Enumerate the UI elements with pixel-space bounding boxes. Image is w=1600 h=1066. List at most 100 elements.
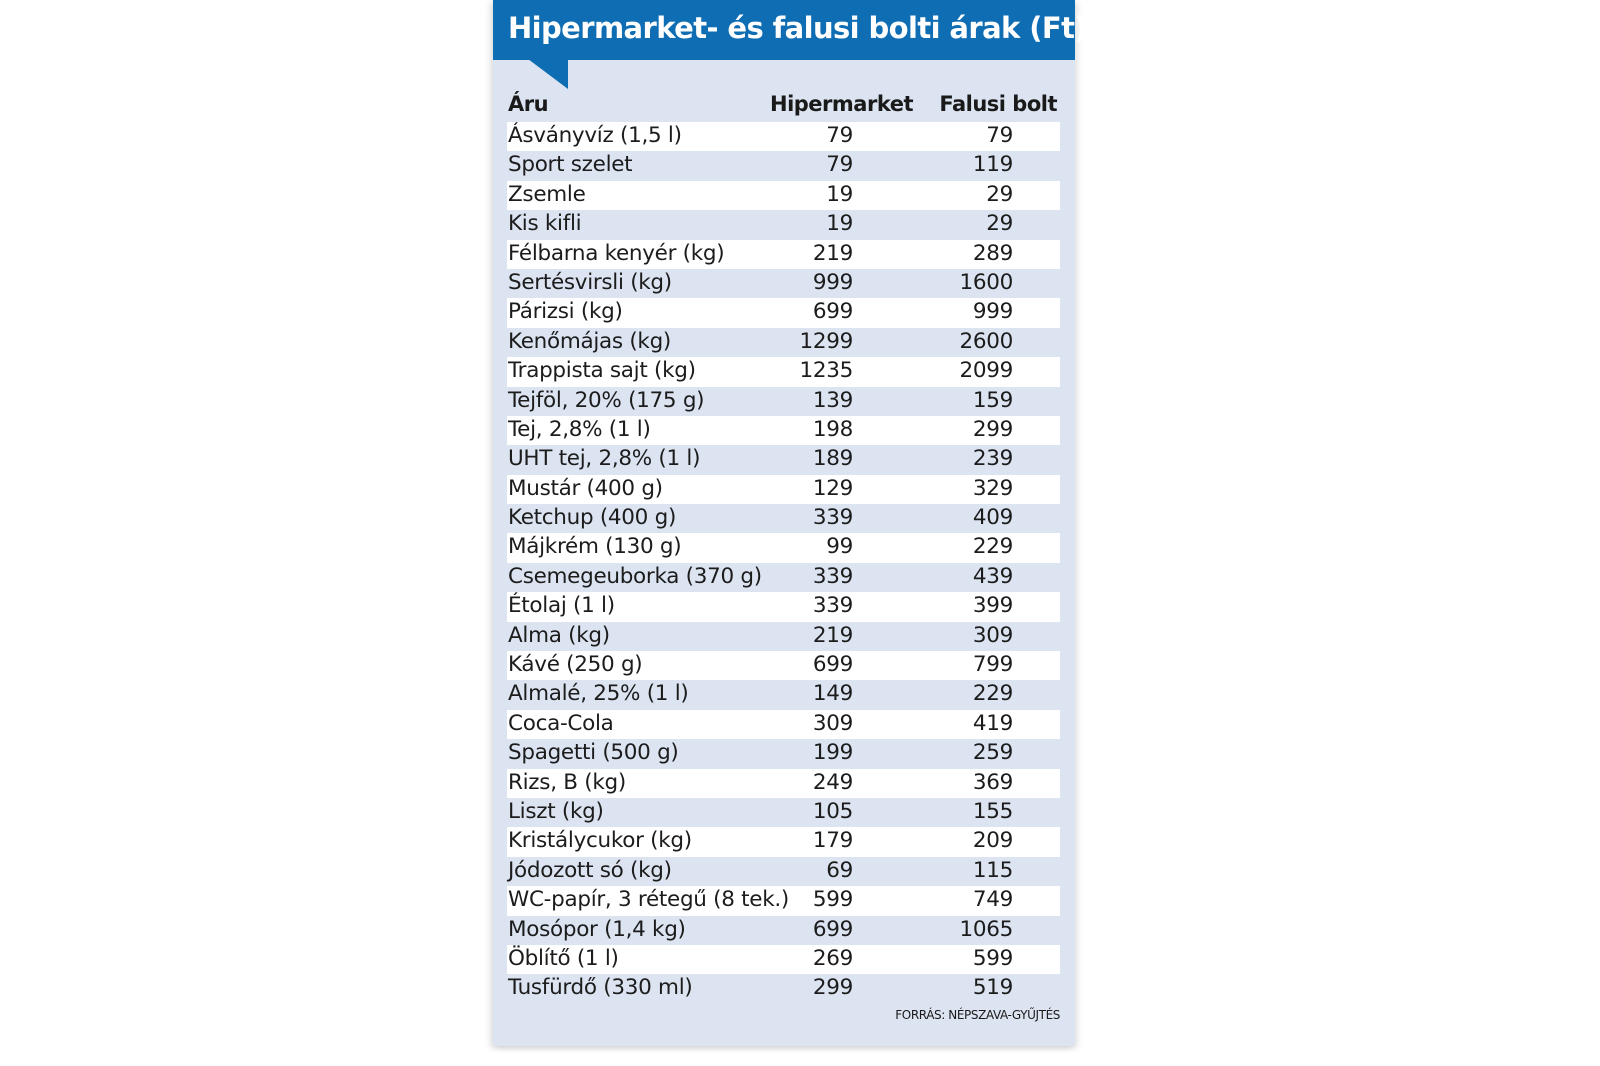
table-row: Kis kifli 19 29: [507, 210, 1060, 239]
item-name: Sertésvirsli (kg): [508, 269, 672, 295]
table-row: Öblítő (1 l) 269 599: [507, 944, 1060, 975]
column-headers: Áru Hipermarket Falusi bolt: [493, 90, 1075, 120]
falusi-price: 369: [972, 769, 1013, 795]
hipermarket-price: 199: [812, 740, 853, 766]
item-name: Kávé (250 g): [508, 652, 643, 678]
falusi-price: 29: [986, 181, 1013, 207]
table-row: UHT tej, 2,8% (1 l) 189 239: [507, 445, 1060, 474]
hipermarket-price: 1299: [799, 328, 853, 354]
column-header-hipermarket: Hipermarket: [770, 92, 914, 116]
table-row: Kenőmájas (kg) 1299 2600: [507, 328, 1060, 357]
hipermarket-price: 249: [812, 769, 853, 795]
hipermarket-price: 599: [812, 887, 853, 913]
hipermarket-price: 19: [826, 211, 853, 237]
hipermarket-price: 339: [812, 593, 853, 619]
falusi-price: 115: [972, 857, 1013, 883]
table-row: Almalé, 25% (1 l) 149 229: [507, 680, 1060, 709]
item-name: Kenőmájas (kg): [508, 328, 672, 354]
table-row: Tej, 2,8% (1 l) 198 299: [507, 415, 1060, 446]
table-row: Félbarna kenyér (kg) 219 289: [507, 239, 1060, 269]
item-name: Spagetti (500 g): [508, 740, 679, 766]
falusi-price: 439: [972, 563, 1013, 589]
source-note: FORRÁS: NÉPSZAVA-GYŰJTÉS: [895, 1008, 1060, 1022]
hipermarket-price: 105: [812, 798, 853, 824]
item-name: WC-papír, 3 rétegű (8 tek.): [508, 887, 789, 913]
hipermarket-price: 79: [826, 123, 853, 148]
table-row: Mustár (400 g) 129 329: [507, 474, 1060, 505]
table-row: Alma (kg) 219 309: [507, 622, 1060, 651]
hipermarket-price: 149: [812, 681, 853, 707]
hipermarket-price: 69: [826, 857, 853, 883]
price-table-panel: Hipermarket- és falusi bolti árak (Ft) Á…: [493, 0, 1088, 1046]
table-body: Ásványvíz (1,5 l) 79 79 Sport szelet 79 119 …: [507, 122, 1060, 1004]
table-row: Coca-Cola 309 419: [507, 709, 1060, 740]
falusi-price: 419: [972, 710, 1013, 736]
falusi-price: 159: [972, 387, 1013, 413]
item-name: Csemegeuborka (370 g): [508, 563, 762, 589]
falusi-price: 999: [972, 299, 1013, 325]
falusi-price: 289: [972, 240, 1013, 266]
table-row: Ásványvíz (1,5 l) 79 79: [507, 122, 1060, 152]
hipermarket-price: 1235: [799, 358, 853, 384]
hipermarket-price: 19: [826, 181, 853, 207]
table-row: Liszt (kg) 105 155: [507, 798, 1060, 827]
table-row: Ketchup (400 g) 339 409: [507, 504, 1060, 533]
banner-pointer-icon: [528, 59, 568, 89]
falusi-price: 1600: [959, 269, 1013, 295]
falusi-price: 239: [972, 446, 1013, 472]
item-name: Rizs, B (kg): [508, 769, 626, 795]
item-name: Étolaj (1 l): [508, 593, 615, 619]
hipermarket-price: 139: [812, 387, 853, 413]
hipermarket-price: 339: [812, 505, 853, 531]
table-row: Jódozott só (kg) 69 115: [507, 857, 1060, 886]
item-name: UHT tej, 2,8% (1 l): [508, 446, 701, 472]
hipermarket-price: 339: [812, 563, 853, 589]
hipermarket-price: 309: [812, 710, 853, 736]
hipermarket-price: 198: [812, 416, 853, 442]
item-name: Májkrém (130 g): [508, 534, 682, 560]
hipermarket-price: 999: [812, 269, 853, 295]
falusi-price: 799: [972, 652, 1013, 678]
table-row: Rizs, B (kg) 249 369: [507, 768, 1060, 798]
falusi-price: 155: [972, 798, 1013, 824]
falusi-price: 749: [972, 887, 1013, 913]
hipermarket-price: 699: [812, 299, 853, 325]
falusi-price: 299: [972, 416, 1013, 442]
falusi-price: 599: [972, 945, 1013, 971]
hipermarket-price: 299: [812, 975, 853, 1001]
falusi-price: 29: [986, 211, 1013, 237]
falusi-price: 329: [972, 475, 1013, 501]
falusi-price: 259: [972, 740, 1013, 766]
hipermarket-price: 99: [826, 534, 853, 560]
column-header-item: Áru: [508, 92, 549, 116]
item-name: Tej, 2,8% (1 l): [508, 416, 651, 442]
item-name: Trappista sajt (kg): [508, 358, 696, 384]
falusi-price: 229: [972, 534, 1013, 560]
falusi-price: 209: [972, 828, 1013, 854]
item-name: Sport szelet: [508, 152, 633, 178]
falusi-price: 309: [972, 622, 1013, 648]
table-row: Sport szelet 79 119: [507, 151, 1060, 180]
item-name: Ásványvíz (1,5 l): [508, 123, 682, 148]
hipermarket-price: 129: [812, 475, 853, 501]
hipermarket-price: 179: [812, 828, 853, 854]
falusi-price: 409: [972, 505, 1013, 531]
item-name: Jódozott só (kg): [508, 857, 672, 883]
table-title: Hipermarket- és falusi bolti árak (Ft): [508, 11, 1088, 45]
falusi-price: 519: [972, 975, 1013, 1001]
hipermarket-price: 219: [812, 240, 853, 266]
falusi-price: 399: [972, 593, 1013, 619]
item-name: Coca-Cola: [508, 710, 614, 736]
table-row: Zsemle 19 29: [507, 180, 1060, 211]
hipermarket-price: 79: [826, 152, 853, 178]
falusi-price: 2099: [959, 358, 1013, 384]
item-name: Kis kifli: [508, 211, 582, 237]
title-banner: Hipermarket- és falusi bolti árak (Ft): [493, 0, 1088, 60]
table-row: Sertésvirsli (kg) 999 1600: [507, 269, 1060, 298]
item-name: Liszt (kg): [508, 798, 604, 824]
table-row: Kristálycukor (kg) 179 209: [507, 827, 1060, 857]
table-row: WC-papír, 3 rétegű (8 tek.) 599 749: [507, 886, 1060, 916]
item-name: Mosópor (1,4 kg): [508, 916, 686, 942]
table-row: Trappista sajt (kg) 1235 2099: [507, 357, 1060, 387]
table-row: Étolaj (1 l) 339 399: [507, 592, 1060, 622]
